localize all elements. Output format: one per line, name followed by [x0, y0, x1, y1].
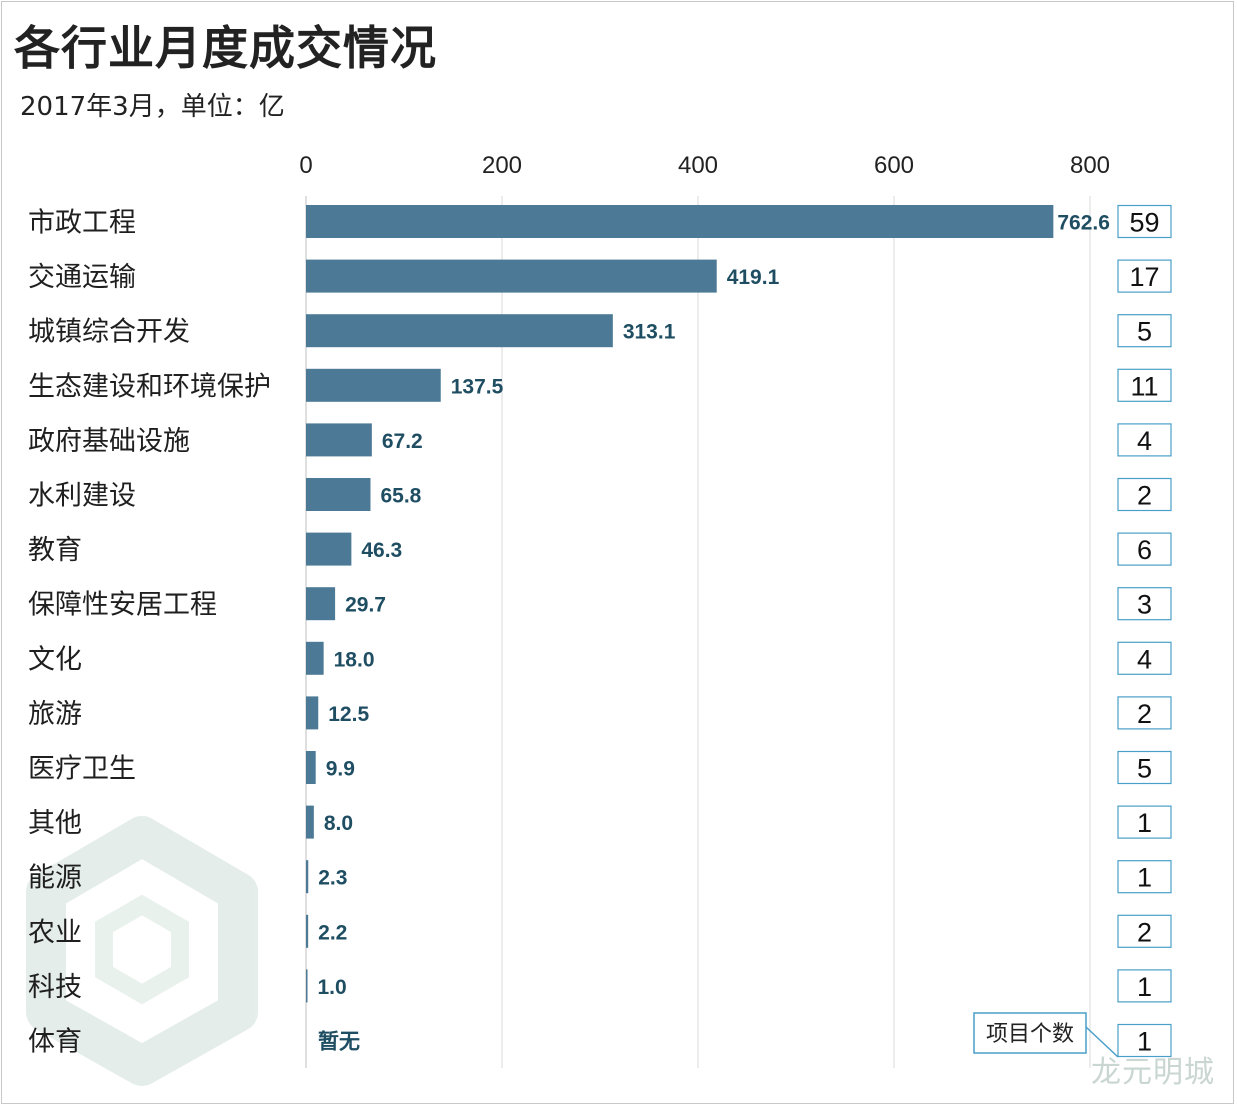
count-label: 1 — [1137, 1027, 1152, 1057]
bar — [306, 641, 324, 675]
value-label: 67.2 — [382, 430, 423, 453]
count-box — [1117, 314, 1172, 348]
value-label: 暂无 — [318, 1030, 360, 1054]
count-box — [1117, 914, 1172, 948]
category-label: 文化 — [28, 644, 82, 675]
bar — [306, 751, 316, 784]
x-tick-label: 0 — [299, 152, 312, 179]
bar — [306, 205, 1054, 238]
count-label: 1 — [1137, 808, 1152, 838]
category-label: 城镇综合开发 — [28, 317, 190, 348]
bar — [306, 696, 319, 730]
count-box — [1117, 423, 1172, 457]
count-label: 5 — [1137, 754, 1152, 784]
value-label: 313.1 — [623, 321, 676, 344]
category-label: 保障性安居工程 — [28, 590, 217, 621]
count-label: 1 — [1137, 863, 1152, 893]
legend-box — [973, 1012, 1087, 1054]
value-label: 18.0 — [334, 648, 375, 671]
value-label: 2.3 — [318, 867, 347, 890]
bar — [306, 587, 336, 621]
chart-title: 各行业月度成交情况 — [14, 21, 437, 75]
category-label: 教育 — [28, 535, 82, 566]
category-label: 水利建设 — [28, 481, 136, 512]
bar — [306, 969, 308, 1003]
category-label: 市政工程 — [28, 208, 136, 239]
x-tick-label: 600 — [874, 152, 914, 179]
value-label: 419.1 — [727, 266, 780, 289]
legend-pointer — [1085, 1026, 1119, 1058]
count-box — [1117, 750, 1172, 785]
bar — [306, 314, 613, 348]
count-legend: 项目个数 — [973, 1012, 1119, 1058]
value-labels: 762.6 419.1 313.1 137.5 67.2 65.8 46.3 29.7 18.0… — [318, 212, 1110, 1054]
bar — [306, 805, 314, 839]
value-label: 1.0 — [318, 976, 347, 999]
count-label: 5 — [1137, 317, 1152, 347]
category-label: 其他 — [28, 808, 82, 839]
category-label: 农业 — [28, 917, 82, 948]
count-label: 4 — [1137, 644, 1152, 674]
value-label: 46.3 — [361, 539, 402, 562]
category-label: 科技 — [28, 972, 82, 1003]
count-box — [1117, 204, 1172, 239]
count-label: 4 — [1137, 426, 1152, 456]
value-label: 29.7 — [345, 594, 386, 617]
count-label: 1 — [1137, 972, 1152, 1002]
watermark-text: 龙元明城 — [1091, 1055, 1215, 1090]
count-label: 11 — [1130, 371, 1158, 401]
count-label: 2 — [1137, 917, 1152, 947]
count-box — [1117, 860, 1172, 894]
count-box — [1117, 477, 1172, 512]
count-label: 2 — [1137, 481, 1152, 511]
count-label: 3 — [1137, 590, 1152, 620]
bar — [306, 423, 372, 457]
value-label: 65.8 — [380, 485, 421, 508]
count-box — [1117, 259, 1172, 293]
bars — [306, 205, 1054, 1003]
count-box — [1117, 805, 1172, 839]
count-box — [1117, 969, 1172, 1003]
category-label: 旅游 — [28, 699, 82, 730]
category-label: 交通运输 — [28, 262, 136, 293]
category-label: 医疗卫生 — [28, 754, 136, 785]
count-box — [1117, 1023, 1172, 1058]
count-box — [1117, 696, 1172, 730]
value-label: 12.5 — [328, 703, 369, 726]
value-label: 2.2 — [318, 921, 347, 944]
category-label: 政府基础设施 — [28, 426, 190, 457]
count-box — [1117, 532, 1172, 566]
count-label: 2 — [1137, 699, 1152, 729]
count-box — [1117, 587, 1172, 621]
value-label: 9.9 — [326, 758, 355, 781]
value-label: 8.0 — [324, 812, 353, 835]
count-box — [1117, 641, 1172, 675]
bar — [306, 532, 352, 566]
category-label: 体育 — [28, 1027, 82, 1058]
count-label: 17 — [1129, 262, 1159, 292]
category-label: 能源 — [28, 863, 82, 894]
bar — [306, 368, 441, 402]
x-tick-label: 800 — [1070, 152, 1110, 179]
count-label: 6 — [1137, 535, 1152, 565]
bar — [306, 860, 309, 894]
x-axis-ticks: 0 200 400 600 800 — [299, 152, 1110, 179]
count-box — [1117, 368, 1172, 402]
value-label: 762.6 — [1057, 212, 1110, 235]
count-label: 59 — [1129, 208, 1159, 238]
legend-label: 项目个数 — [986, 1022, 1074, 1047]
category-labels: 市政工程交通运输城镇综合开发生态建设和环境保护政府基础设施水利建设教育保障性安居… — [28, 208, 271, 1058]
bar — [306, 259, 717, 293]
x-tick-label: 400 — [678, 152, 718, 179]
bar — [306, 914, 309, 948]
chart-subtitle: 2017年3月，单位：亿 — [20, 92, 285, 122]
bar — [306, 478, 371, 511]
hexagon-logo-watermark — [26, 816, 258, 1086]
category-label: 生态建设和环境保护 — [28, 371, 271, 402]
value-label: 137.5 — [451, 375, 504, 398]
x-tick-label: 200 — [482, 152, 522, 179]
